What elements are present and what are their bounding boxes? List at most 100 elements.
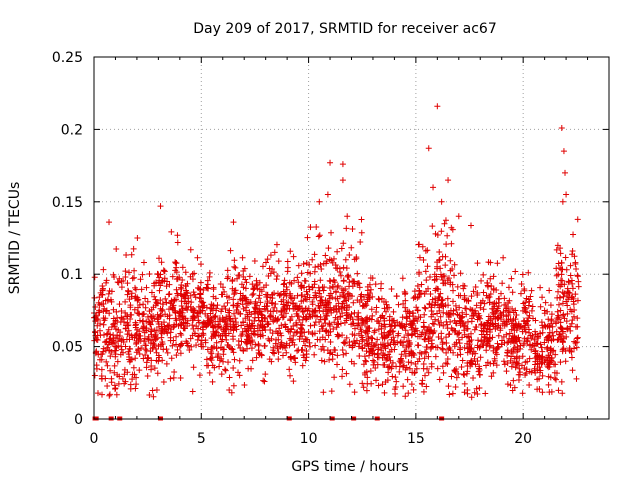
data-point bbox=[132, 286, 139, 293]
data-point bbox=[261, 314, 268, 321]
data-point bbox=[323, 312, 330, 319]
data-point bbox=[439, 300, 446, 307]
data-point bbox=[263, 259, 270, 266]
data-point bbox=[364, 298, 371, 305]
data-point bbox=[411, 369, 418, 376]
data-point bbox=[387, 327, 394, 334]
data-point bbox=[125, 288, 132, 295]
data-point bbox=[229, 346, 236, 353]
data-point bbox=[167, 375, 174, 382]
data-point bbox=[143, 284, 150, 291]
data-point bbox=[270, 269, 277, 276]
data-point bbox=[558, 325, 565, 332]
data-point bbox=[197, 290, 204, 297]
data-point bbox=[515, 371, 522, 378]
data-point bbox=[359, 380, 366, 387]
data-point bbox=[569, 367, 576, 374]
data-point bbox=[332, 314, 339, 321]
data-point bbox=[255, 317, 262, 324]
data-point bbox=[547, 374, 554, 381]
data-point bbox=[459, 334, 466, 341]
data-point bbox=[346, 303, 353, 310]
data-point bbox=[470, 288, 477, 295]
data-point bbox=[519, 271, 526, 278]
data-point bbox=[350, 278, 357, 285]
data-point bbox=[269, 266, 276, 272]
data-point bbox=[316, 198, 323, 205]
data-point bbox=[274, 273, 281, 280]
data-point bbox=[195, 313, 202, 320]
data-point bbox=[193, 323, 200, 330]
data-point bbox=[301, 277, 308, 284]
data-point bbox=[298, 298, 305, 305]
data-point bbox=[118, 346, 125, 353]
data-point bbox=[528, 307, 535, 314]
data-point bbox=[339, 177, 346, 184]
data-point bbox=[511, 344, 518, 351]
data-point bbox=[233, 323, 240, 330]
data-point bbox=[224, 320, 231, 327]
data-point bbox=[404, 330, 411, 337]
data-point bbox=[378, 330, 385, 337]
data-point bbox=[158, 259, 165, 266]
data-point bbox=[544, 323, 551, 330]
data-point bbox=[190, 325, 197, 332]
data-point bbox=[158, 278, 165, 285]
data-point bbox=[172, 259, 179, 266]
data-point bbox=[360, 384, 367, 391]
data-point bbox=[545, 333, 552, 340]
data-point bbox=[513, 355, 520, 362]
data-point bbox=[186, 347, 193, 354]
data-point bbox=[519, 353, 526, 360]
data-point bbox=[94, 390, 101, 397]
data-point bbox=[173, 352, 180, 359]
data-point bbox=[320, 308, 327, 315]
data-point bbox=[267, 312, 274, 319]
data-point bbox=[537, 284, 544, 291]
data-point bbox=[432, 230, 439, 237]
data-point bbox=[510, 346, 517, 353]
data-point bbox=[275, 349, 282, 356]
data-point bbox=[414, 327, 421, 334]
data-point bbox=[132, 355, 139, 362]
data-point bbox=[120, 349, 127, 356]
data-point bbox=[302, 342, 309, 349]
data-point bbox=[563, 292, 570, 299]
data-point bbox=[337, 314, 344, 321]
data-point bbox=[366, 294, 373, 301]
data-point bbox=[230, 327, 237, 334]
data-point bbox=[495, 343, 502, 350]
data-point bbox=[348, 244, 355, 251]
data-point bbox=[181, 294, 188, 301]
data-point bbox=[122, 298, 129, 305]
data-point bbox=[136, 317, 143, 324]
data-point bbox=[356, 353, 363, 360]
data-point bbox=[100, 321, 107, 328]
data-point bbox=[388, 317, 395, 324]
data-point bbox=[140, 311, 147, 318]
data-point bbox=[541, 339, 548, 346]
data-point bbox=[112, 343, 119, 350]
data-point bbox=[230, 349, 237, 356]
data-point bbox=[322, 336, 329, 343]
data-point bbox=[287, 353, 294, 360]
data-point bbox=[290, 378, 297, 385]
data-point bbox=[375, 318, 382, 325]
data-point bbox=[177, 284, 184, 291]
data-point bbox=[486, 299, 493, 306]
data-point bbox=[464, 360, 471, 367]
data-point bbox=[565, 279, 572, 286]
data-point bbox=[174, 232, 181, 239]
data-point bbox=[161, 268, 168, 275]
data-point bbox=[188, 307, 195, 314]
data-point bbox=[444, 277, 451, 284]
data-point bbox=[190, 289, 197, 296]
data-point bbox=[568, 320, 575, 327]
data-point bbox=[438, 335, 445, 342]
data-point bbox=[368, 306, 375, 313]
data-point bbox=[420, 257, 427, 264]
data-point bbox=[221, 303, 228, 310]
data-point bbox=[307, 343, 314, 350]
data-point bbox=[286, 335, 293, 342]
data-point bbox=[134, 234, 141, 241]
